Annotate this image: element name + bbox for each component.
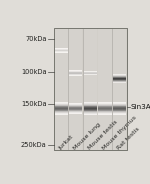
Bar (113, 76, 126, 77)
Bar (98, 105, 111, 106)
Bar (54, 29, 127, 150)
Bar (98, 110, 111, 111)
Bar (69, 73, 82, 74)
Bar (98, 112, 111, 113)
Bar (69, 72, 82, 73)
Bar (54, 107, 68, 108)
Text: 150kDa: 150kDa (21, 101, 47, 107)
Bar (98, 106, 111, 107)
Bar (54, 110, 68, 111)
Bar (113, 29, 126, 150)
Text: Mouse lung: Mouse lung (72, 122, 101, 151)
Bar (98, 107, 111, 108)
Text: Sin3A: Sin3A (130, 104, 150, 110)
Bar (84, 113, 97, 114)
Bar (54, 29, 68, 150)
Bar (69, 103, 82, 104)
Bar (69, 113, 82, 114)
Bar (113, 103, 126, 104)
Bar (98, 29, 111, 150)
Bar (69, 104, 82, 105)
Bar (113, 79, 126, 80)
Bar (84, 102, 97, 103)
Bar (69, 29, 82, 150)
Bar (69, 105, 82, 106)
Text: 250kDa: 250kDa (21, 142, 47, 148)
Bar (69, 110, 82, 111)
Bar (54, 105, 68, 106)
Bar (113, 113, 126, 114)
Bar (113, 111, 126, 112)
Bar (84, 110, 97, 111)
Text: Jurkat: Jurkat (57, 134, 74, 151)
Bar (113, 102, 126, 103)
Bar (113, 108, 126, 109)
Bar (113, 106, 126, 107)
Bar (98, 102, 111, 103)
Bar (69, 112, 82, 113)
Bar (113, 109, 126, 110)
Bar (84, 109, 97, 110)
Bar (113, 105, 126, 106)
Text: Mouse testis: Mouse testis (87, 120, 118, 151)
Bar (98, 111, 111, 112)
Bar (84, 112, 97, 113)
Bar (54, 104, 68, 105)
Bar (54, 102, 68, 103)
Bar (113, 74, 126, 75)
Bar (84, 111, 97, 112)
Bar (54, 106, 68, 107)
Bar (98, 108, 111, 109)
Bar (98, 104, 111, 105)
Text: 70kDa: 70kDa (25, 36, 47, 42)
Bar (54, 109, 68, 110)
Bar (84, 106, 97, 107)
Bar (113, 77, 126, 78)
Bar (69, 109, 82, 110)
Bar (54, 29, 127, 150)
Text: Mouse thymus: Mouse thymus (101, 115, 137, 151)
Bar (84, 114, 97, 115)
Text: Rat testis: Rat testis (116, 127, 141, 151)
Bar (69, 106, 82, 107)
Bar (113, 110, 126, 111)
Bar (54, 113, 68, 114)
Bar (54, 112, 68, 113)
Bar (84, 105, 97, 106)
Bar (69, 108, 82, 109)
Bar (98, 109, 111, 110)
Bar (69, 107, 82, 108)
Bar (98, 103, 111, 104)
Bar (113, 112, 126, 113)
Text: 100kDa: 100kDa (21, 69, 47, 75)
Bar (84, 103, 97, 104)
Bar (113, 104, 126, 105)
Bar (54, 108, 68, 109)
Bar (113, 81, 126, 82)
Bar (54, 111, 68, 112)
Bar (54, 103, 68, 104)
Bar (113, 75, 126, 76)
Bar (69, 70, 82, 71)
Bar (84, 29, 97, 150)
Bar (69, 75, 82, 76)
Bar (84, 104, 97, 105)
Bar (84, 108, 97, 109)
Bar (69, 74, 82, 75)
Bar (98, 113, 111, 114)
Bar (113, 107, 126, 108)
Bar (113, 78, 126, 79)
Bar (113, 82, 126, 83)
Bar (69, 71, 82, 72)
Bar (69, 111, 82, 112)
Bar (113, 80, 126, 81)
Bar (84, 107, 97, 108)
